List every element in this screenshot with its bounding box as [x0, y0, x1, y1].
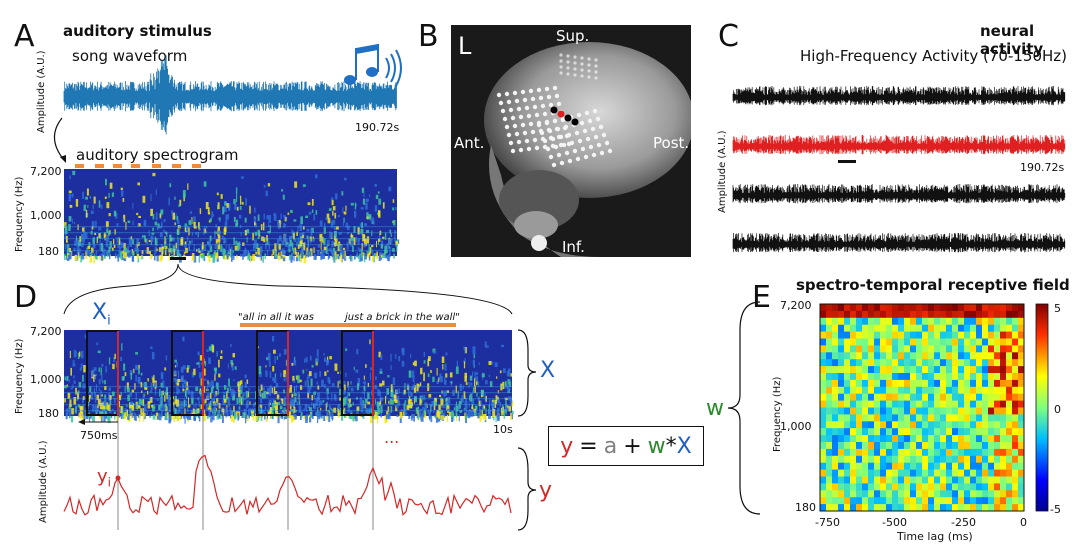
panel-letter-b: B	[418, 19, 439, 54]
cbar-tick-0: 0	[1054, 403, 1061, 416]
eq-plus: +	[623, 433, 642, 459]
strf-xtick-500: -500	[882, 516, 907, 529]
orient-inf: Inf.	[562, 238, 585, 256]
spec-a-tick-1000: 1,000	[30, 209, 62, 222]
spectrogram-ylabel: Frequency (Hz)	[14, 176, 25, 252]
spec-d-tick-1000: 1,000	[30, 373, 62, 386]
eq-wx: w*X	[648, 434, 692, 459]
w-label: w	[706, 396, 724, 421]
panel-c-subtitle: High-Frequency Activity (70-150Hz)	[800, 47, 1067, 65]
eq-a: a	[603, 433, 618, 459]
spec-a-tick-180: 180	[38, 245, 59, 258]
xray-image	[451, 25, 691, 257]
y-label: y	[539, 478, 553, 503]
strf-ytick-7200: 7,200	[780, 299, 812, 312]
panel-letter-e: E	[752, 280, 771, 315]
strf-xtick-0: 0	[1020, 516, 1027, 529]
xi-label: Xi	[92, 300, 111, 329]
eq-x: X	[676, 433, 692, 459]
strf-xtick-750: -750	[815, 516, 840, 529]
strf-ylabel: Frequency (Hz)	[772, 376, 783, 452]
orient-l: L	[458, 32, 472, 60]
eq-star: *	[665, 433, 677, 459]
response-ylabel: Amplitude (A.U.)	[38, 440, 49, 523]
music-note-icon	[344, 44, 402, 87]
panel-c-title: neural activity	[980, 22, 1044, 58]
panel-e-title: spectro-temporal receptive field	[796, 276, 1070, 294]
spectrogram-label: auditory spectrogram	[76, 146, 239, 164]
lyric-1: "all in all it was	[238, 312, 315, 323]
ellipsis: ...	[384, 428, 400, 447]
model-equation: y = a + w*X	[548, 426, 704, 466]
spec-d-tick-180: 180	[38, 407, 59, 420]
panel-a-title: auditory stimulus	[63, 22, 212, 40]
eq-w: w	[647, 433, 666, 459]
orient-post: Post.	[653, 134, 690, 152]
duration-10s: 10s	[493, 423, 513, 436]
eq-equals: =	[579, 433, 598, 459]
lyric-2: just a brick in the wall"	[345, 312, 460, 323]
spec-d-tick-7200: 7,200	[30, 325, 62, 338]
waveform-duration: 190.72s	[355, 121, 400, 134]
panel-c-duration: 190.72s	[1020, 161, 1065, 174]
strf-ytick-180: 180	[795, 501, 816, 514]
strf-xlabel: Time lag (ms)	[897, 530, 973, 543]
spec-a-tick-7200: 7,200	[30, 165, 62, 178]
orient-sup: Sup.	[556, 27, 590, 45]
song-waveform	[63, 55, 397, 135]
panel-letter-c: C	[718, 19, 739, 54]
x-matrix-label: X	[540, 358, 556, 383]
waveform-label: song waveform	[72, 47, 188, 65]
spec-d-ylabel: Frequency (Hz)	[14, 338, 25, 414]
window-label: 750ms	[80, 429, 118, 442]
strf-ytick-1000: 1,000	[780, 420, 812, 433]
panel-letter-a: A	[14, 19, 35, 54]
eq-y: y	[560, 433, 574, 459]
strf-xtick-250: -250	[951, 516, 976, 529]
panel-letter-d: D	[14, 280, 38, 315]
waveform-ylabel: Amplitude (A.U.)	[36, 50, 47, 133]
yi-label: yi	[97, 466, 111, 490]
cbar-tick-5: 5	[1054, 302, 1061, 315]
orient-ant: Ant.	[454, 134, 485, 152]
cbar-tick-neg5: -5	[1050, 503, 1061, 516]
skull-xray	[484, 42, 691, 257]
panel-c-ylabel: Amplitude (A.U.)	[717, 130, 728, 213]
